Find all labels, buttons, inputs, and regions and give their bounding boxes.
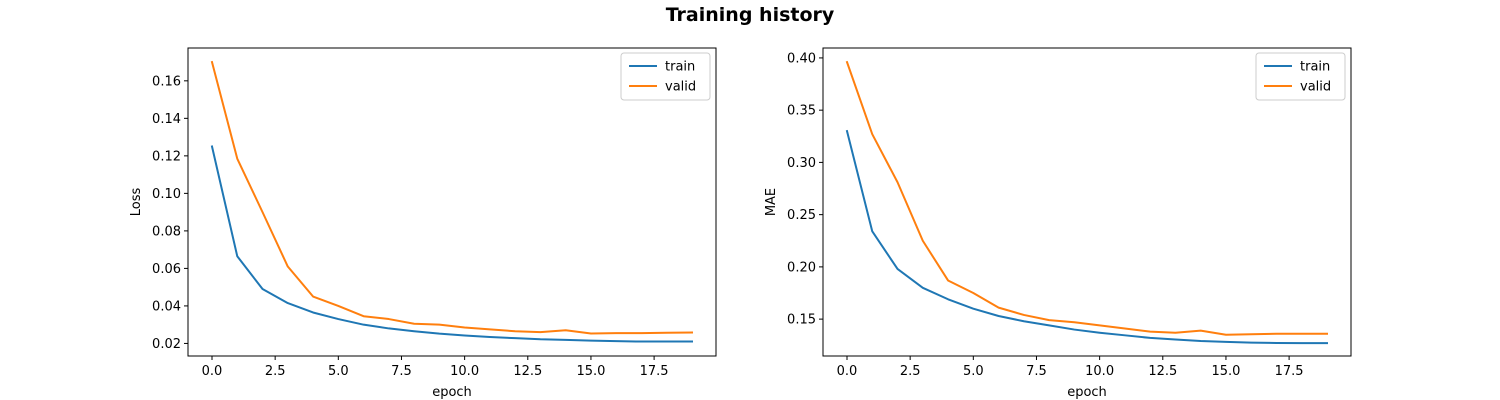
y-axis-label: MAE xyxy=(764,188,779,216)
y-tick-label: 0.08 xyxy=(152,224,181,239)
series-line-train xyxy=(845,129,1328,345)
x-tick-label: 5.0 xyxy=(963,364,984,379)
legend-box xyxy=(1255,52,1346,101)
y-tick-label: 0.40 xyxy=(787,51,816,66)
legend-label-valid: valid xyxy=(1300,80,1331,95)
x-tick-label: 10.0 xyxy=(1085,364,1114,379)
chart-loss: 0.0 2.5 5.0 7.5 10.0 12.5 15.0 17.5 0.02 0.04 0.06… xyxy=(129,47,717,400)
x-tick-label: 7.5 xyxy=(1026,364,1047,379)
y-tick-label: 0.16 xyxy=(152,74,181,89)
y-tick-label: 0.15 xyxy=(787,313,816,328)
axes-frame xyxy=(187,47,717,357)
legend-label-valid: valid xyxy=(665,80,696,95)
series-line-valid xyxy=(845,60,1328,336)
y-tick-label: 0.02 xyxy=(152,337,181,352)
x-tick-label: 12.5 xyxy=(1148,364,1177,379)
y-tick-label: 0.25 xyxy=(787,208,816,223)
x-tick-label: 5.0 xyxy=(328,364,349,379)
x-tick-label: 15.0 xyxy=(1211,364,1240,379)
y-tick-label: 0.06 xyxy=(152,262,181,277)
x-axis-label: epoch xyxy=(432,385,472,400)
axes-frame xyxy=(822,47,1352,357)
legend-label-train: train xyxy=(1300,60,1330,75)
legend-label-train: train xyxy=(665,60,695,75)
series-line-train xyxy=(210,145,693,343)
x-tick-label: 7.5 xyxy=(391,364,412,379)
y-tick-label: 0.35 xyxy=(787,104,816,119)
x-tick-label: 17.5 xyxy=(640,364,669,379)
x-tick-label: 0.0 xyxy=(837,364,858,379)
x-axis-label: epoch xyxy=(1067,385,1107,400)
legend-box xyxy=(620,52,711,101)
x-tick-label: 15.0 xyxy=(576,364,605,379)
y-tick-label: 0.14 xyxy=(152,112,181,127)
series-line-valid xyxy=(210,60,694,335)
x-tick-label: 17.5 xyxy=(1275,364,1304,379)
x-tick-label: 10.0 xyxy=(450,364,479,379)
y-tick-label: 0.04 xyxy=(152,299,181,314)
y-tick-label: 0.10 xyxy=(152,187,181,202)
x-tick-label: 2.5 xyxy=(900,364,921,379)
y-tick-label: 0.12 xyxy=(152,149,181,164)
y-tick-label: 0.20 xyxy=(787,260,816,275)
y-tick-label: 0.30 xyxy=(787,156,816,171)
x-tick-label: 12.5 xyxy=(513,364,542,379)
x-tick-label: 2.5 xyxy=(265,364,286,379)
y-axis-label: Loss xyxy=(129,188,144,217)
chart-mae: 0.0 2.5 5.0 7.5 10.0 12.5 15.0 17.5 0.15 0.20 0.25… xyxy=(764,47,1352,400)
x-tick-label: 0.0 xyxy=(202,364,223,379)
figure-title: Training history xyxy=(665,4,835,26)
